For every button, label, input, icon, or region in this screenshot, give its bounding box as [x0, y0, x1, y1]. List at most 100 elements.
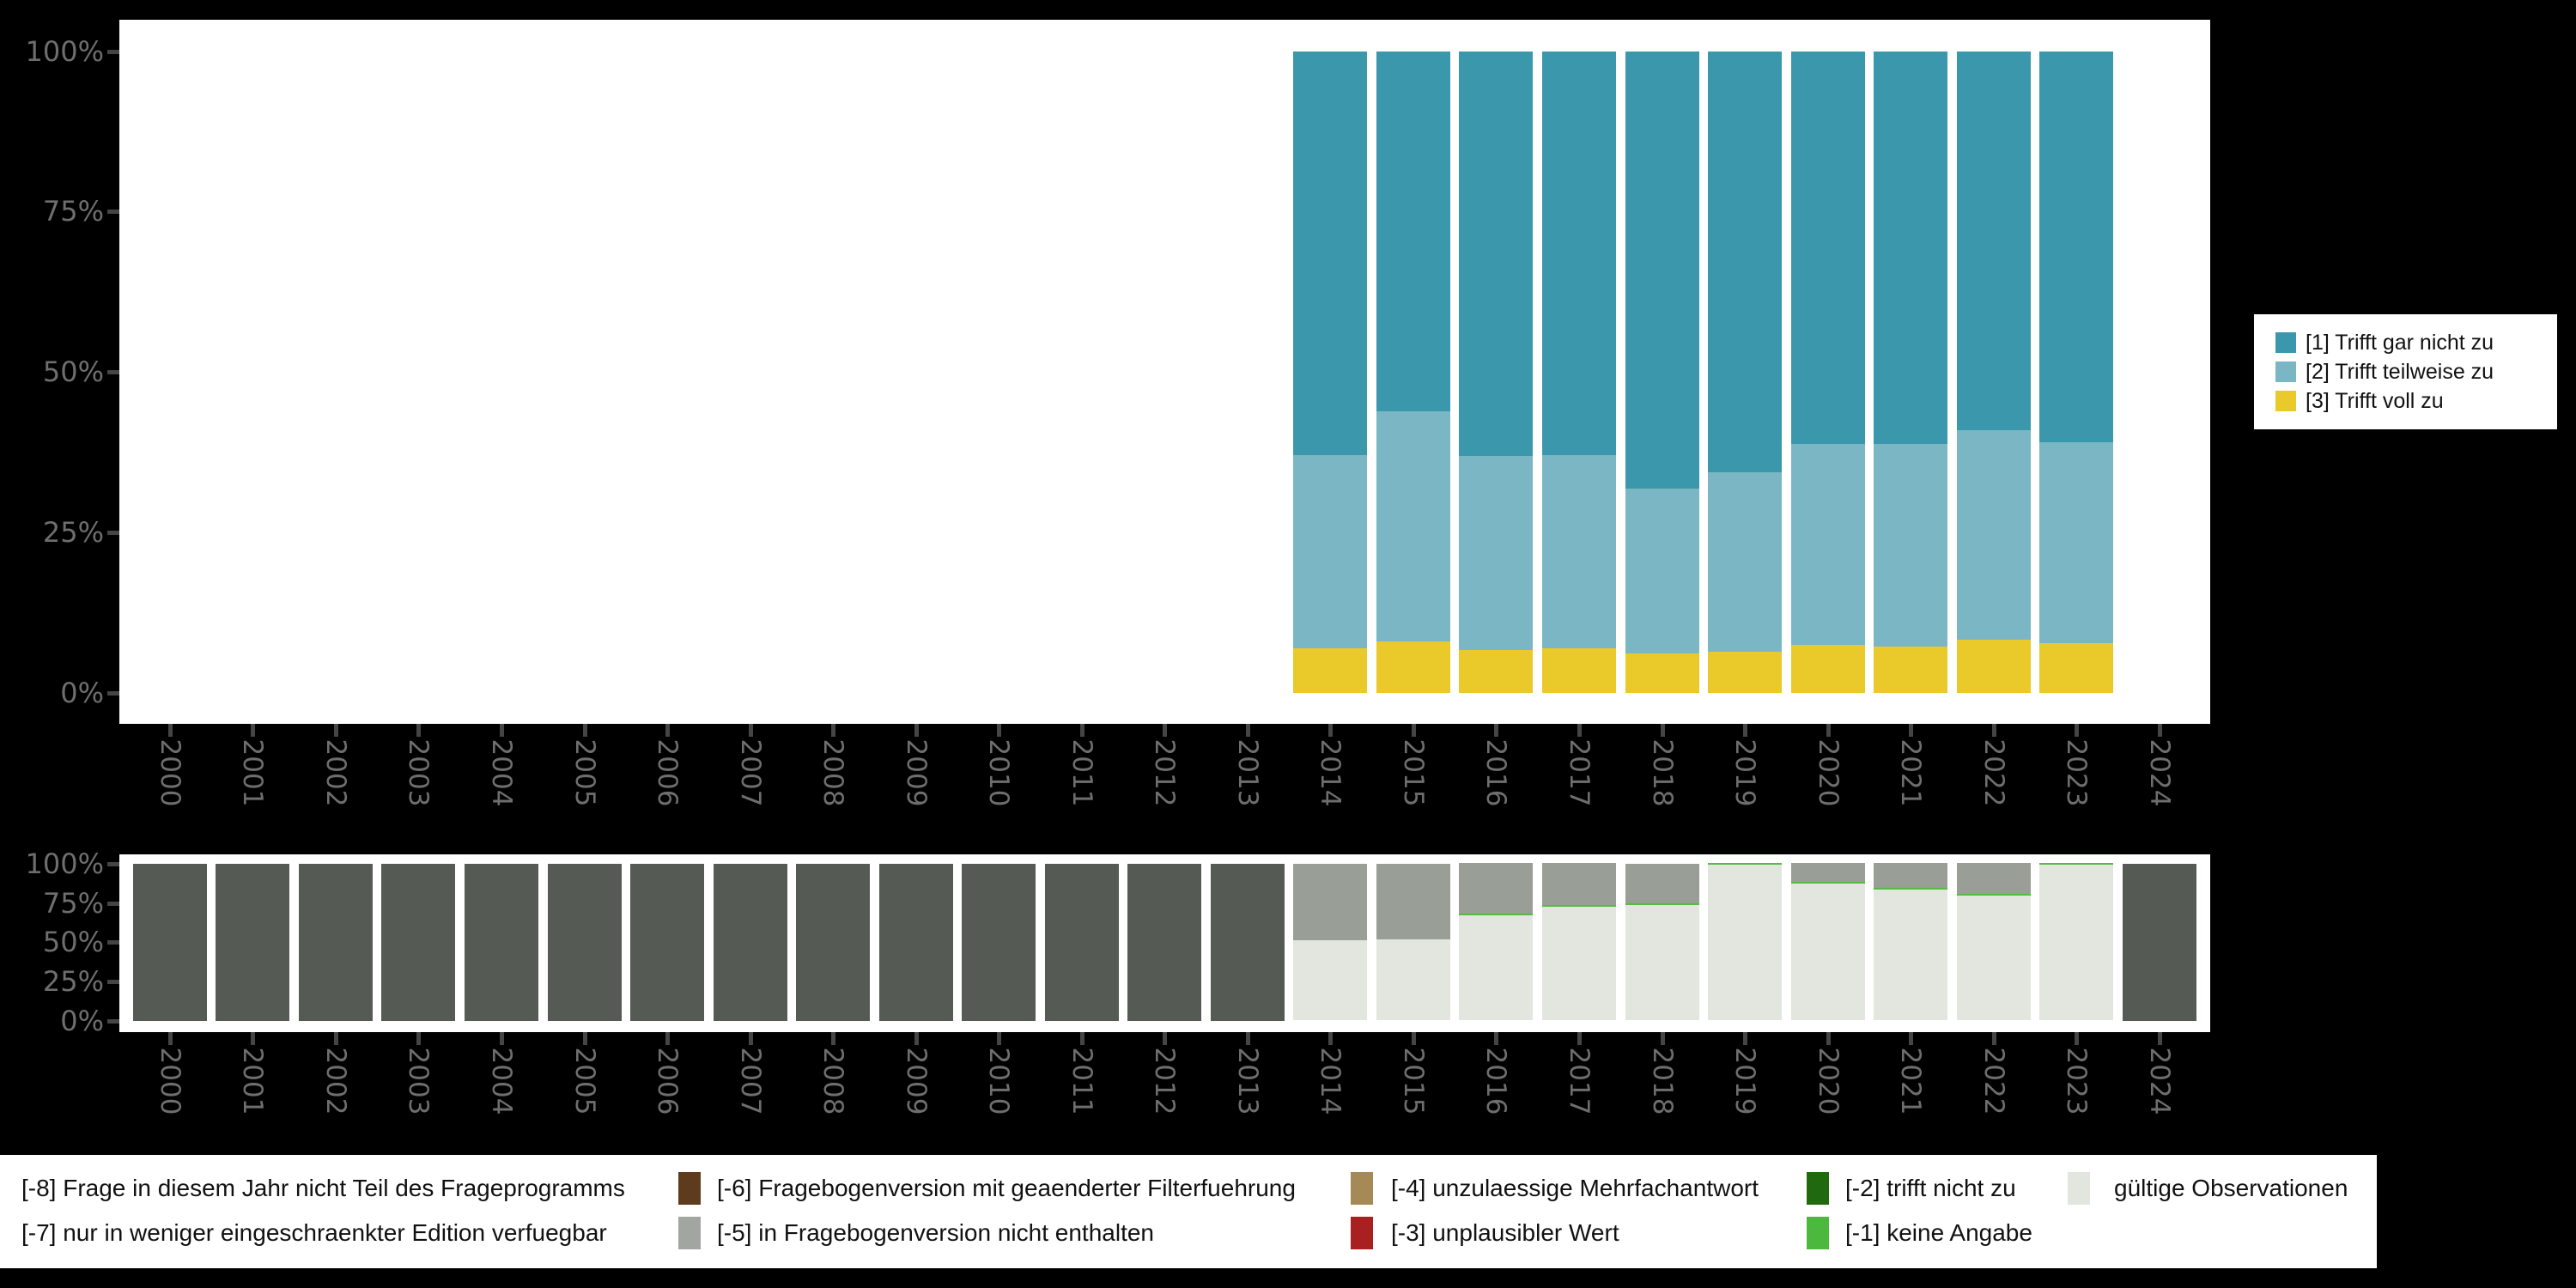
- missing-code-label: [-8] Frage in diesem Jahr nicht Teil des…: [21, 1175, 625, 1201]
- x-axis-tick-label-2004: 2004: [485, 1047, 517, 1115]
- y-axis-tick-label: 75%: [42, 195, 104, 228]
- legend-swatch: [2275, 391, 2296, 411]
- bar-segment-2011: [1044, 864, 1119, 1021]
- bar-segment-2007: [713, 864, 787, 1021]
- bar-segment-2018: [1625, 902, 1699, 905]
- y-axis-tick-label: 100%: [25, 848, 104, 880]
- x-axis-tick-label-2007: 2007: [734, 738, 766, 807]
- bar-segment-2022: [1956, 429, 2031, 640]
- x-axis-tick-label-2013: 2013: [1231, 738, 1263, 807]
- bar-segment-2020: [1790, 51, 1865, 444]
- bar-segment-2014: [1293, 940, 1368, 1021]
- x-axis-tick-label-2018: 2018: [1646, 738, 1678, 807]
- x-axis-tick-label-2005: 2005: [568, 1047, 600, 1115]
- bar-segment-2015: [1376, 864, 1450, 939]
- x-axis-tick-mark: [1079, 1032, 1084, 1045]
- y-axis-tick-mark: [107, 979, 119, 984]
- x-axis-tick-mark: [831, 724, 836, 737]
- bar-segment-2018: [1625, 904, 1699, 1021]
- bar-segment-2013: [1210, 864, 1285, 1021]
- x-axis-tick-label-2000: 2000: [154, 738, 185, 807]
- x-axis-tick-label-2004: 2004: [485, 738, 517, 807]
- bar-segment-2017: [1541, 904, 1616, 907]
- legend-item-label: [1] Trifft gar nicht zu: [2306, 331, 2494, 355]
- x-axis-tick-label-2023: 2023: [2061, 738, 2093, 807]
- x-axis-tick-label-2009: 2009: [900, 738, 932, 807]
- x-axis-tick-mark: [1494, 724, 1499, 737]
- x-axis-tick-mark: [1577, 724, 1582, 737]
- x-axis-tick-mark: [1660, 1032, 1665, 1045]
- missing-code-swatch: [678, 1217, 701, 1249]
- top-chart-plot-area: 0% 25% 50% 75% 100% 2000 2001 2002 2003 2004 2005 2…: [26, 20, 2210, 806]
- y-axis-tick-label: 50%: [42, 926, 104, 959]
- bar-segment-2017: [1541, 906, 1616, 1021]
- x-axis-tick-label-2018: 2018: [1646, 1047, 1678, 1115]
- x-axis-tick-label-2019: 2019: [1729, 738, 1761, 807]
- legend-swatch: [2275, 361, 2296, 382]
- missing-code-label: [-4] unzulaessige Mehrfachantwort: [1391, 1175, 1759, 1201]
- x-axis-tick-label-2010: 2010: [983, 738, 1015, 807]
- x-axis-tick-label-2021: 2021: [1895, 1047, 1927, 1115]
- bar-segment-2021: [1874, 863, 1948, 889]
- x-axis-tick-label-2001: 2001: [237, 1047, 269, 1115]
- missing-code-swatch: [1351, 1217, 1373, 1249]
- bar-segment-2021: [1874, 888, 1948, 890]
- x-axis-tick-mark: [1743, 1032, 1748, 1045]
- x-axis-tick-mark: [1411, 724, 1416, 737]
- x-axis-tick-label-2022: 2022: [1978, 738, 2009, 807]
- x-axis-tick-label-2009: 2009: [900, 1047, 932, 1115]
- x-axis-tick-mark: [1826, 724, 1831, 737]
- x-axis-tick-label-2008: 2008: [817, 738, 849, 807]
- bar-segment-2019: [1708, 863, 1783, 866]
- bar-segment-2019: [1708, 652, 1783, 693]
- x-axis-tick-label-2001: 2001: [237, 738, 269, 807]
- bar-segment-2017: [1541, 454, 1616, 648]
- legend-item: [3] Trifft voll zu: [2254, 386, 2557, 416]
- bar-segment-2014: [1293, 51, 1368, 456]
- bar-segment-2002: [298, 864, 373, 1021]
- x-axis-tick-mark: [1494, 1032, 1499, 1045]
- x-axis-tick-label-2024: 2024: [2143, 738, 2175, 807]
- y-axis-tick-label: 0%: [60, 677, 104, 709]
- bar-segment-2018: [1625, 51, 1699, 489]
- x-axis-tick-label-2022: 2022: [1978, 1047, 2009, 1115]
- bar-segment-2017: [1541, 863, 1616, 905]
- x-axis-tick-label-2008: 2008: [817, 1047, 849, 1115]
- bar-segment-2023: [2039, 51, 2114, 442]
- x-axis-tick-label-2020: 2020: [1812, 738, 1844, 807]
- bar-segment-2020: [1790, 863, 1865, 883]
- y-axis-tick-mark: [107, 691, 119, 696]
- x-axis-tick-mark: [416, 724, 422, 737]
- x-axis-tick-label-2014: 2014: [1315, 738, 1346, 807]
- x-axis-tick-mark: [1328, 724, 1334, 737]
- x-axis-tick-label-2000: 2000: [154, 1047, 185, 1115]
- x-axis-tick-label-2010: 2010: [983, 1047, 1015, 1115]
- y-axis-tick-mark: [107, 531, 119, 536]
- bar-segment-2023: [2039, 441, 2114, 643]
- x-axis-tick-mark: [582, 724, 587, 737]
- x-axis-tick-label-2002: 2002: [319, 738, 351, 807]
- x-axis-tick-mark: [2157, 724, 2162, 737]
- x-axis-tick-mark: [1826, 1032, 1831, 1045]
- x-axis-tick-mark: [1163, 1032, 1168, 1045]
- x-axis-tick-mark: [416, 1032, 422, 1045]
- x-axis-tick-mark: [499, 1032, 504, 1045]
- x-axis-tick-label-2016: 2016: [1480, 738, 1512, 807]
- bar-segment-2009: [878, 864, 953, 1021]
- bar-segment-2014: [1293, 864, 1368, 941]
- x-axis-tick-mark: [251, 724, 256, 737]
- bar-segment-2019: [1708, 471, 1783, 653]
- x-axis-tick-mark: [1909, 724, 1914, 737]
- y-axis-tick-label: 75%: [42, 886, 104, 920]
- x-axis-tick-label-2002: 2002: [319, 1047, 351, 1115]
- y-axis-tick-mark: [107, 862, 119, 866]
- missing-code-swatch: [678, 1172, 701, 1205]
- legend-item: [1] Trifft gar nicht zu: [2254, 328, 2557, 357]
- x-axis-tick-mark: [1991, 724, 1996, 737]
- bar-segment-2012: [1127, 864, 1202, 1021]
- x-axis-tick-mark: [2075, 1032, 2080, 1045]
- x-axis-tick-label-2013: 2013: [1231, 1047, 1263, 1115]
- missing-code-swatch: [1807, 1217, 1829, 1249]
- bar-segment-2014: [1293, 455, 1368, 649]
- bar-segment-2019: [1708, 51, 1783, 472]
